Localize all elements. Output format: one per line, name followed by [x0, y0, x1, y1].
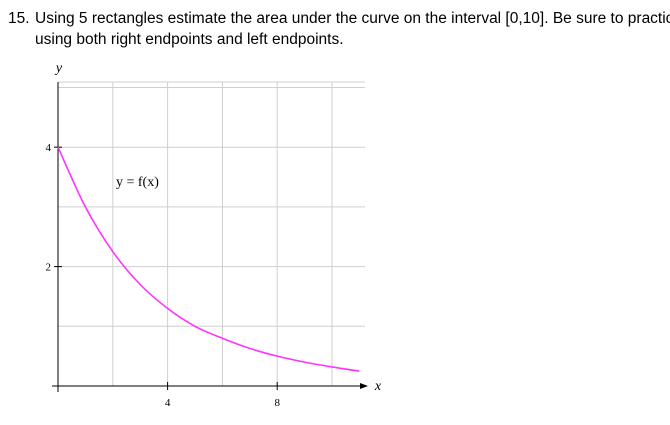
y-tick-label: 2 — [46, 262, 52, 274]
x-axis-arrow — [360, 383, 368, 389]
x-tick-label: 8 — [274, 397, 280, 409]
problem-line-1: 15. Using 5 rectangles estimate the area … — [8, 8, 670, 29]
grid-lines — [58, 81, 365, 386]
x-axis-label: x — [374, 379, 382, 394]
problem-statement: Using 5 rectangles estimate the area und… — [35, 10, 670, 27]
problem-line-2: using both right endpoints and left endp… — [35, 31, 344, 48]
function-curve — [57, 146, 360, 372]
y-axis-label: y — [54, 61, 63, 76]
axis-ticks: 4 8 2 4 — [46, 142, 281, 409]
function-label: y = f(x) — [116, 175, 159, 190]
problem-text: 15. Using 5 rectangles estimate the area … — [8, 8, 670, 50]
problem-number: 15. — [8, 10, 30, 27]
y-tick-label: 4 — [46, 142, 52, 154]
x-tick-label: 4 — [165, 397, 171, 409]
axes — [52, 82, 368, 392]
